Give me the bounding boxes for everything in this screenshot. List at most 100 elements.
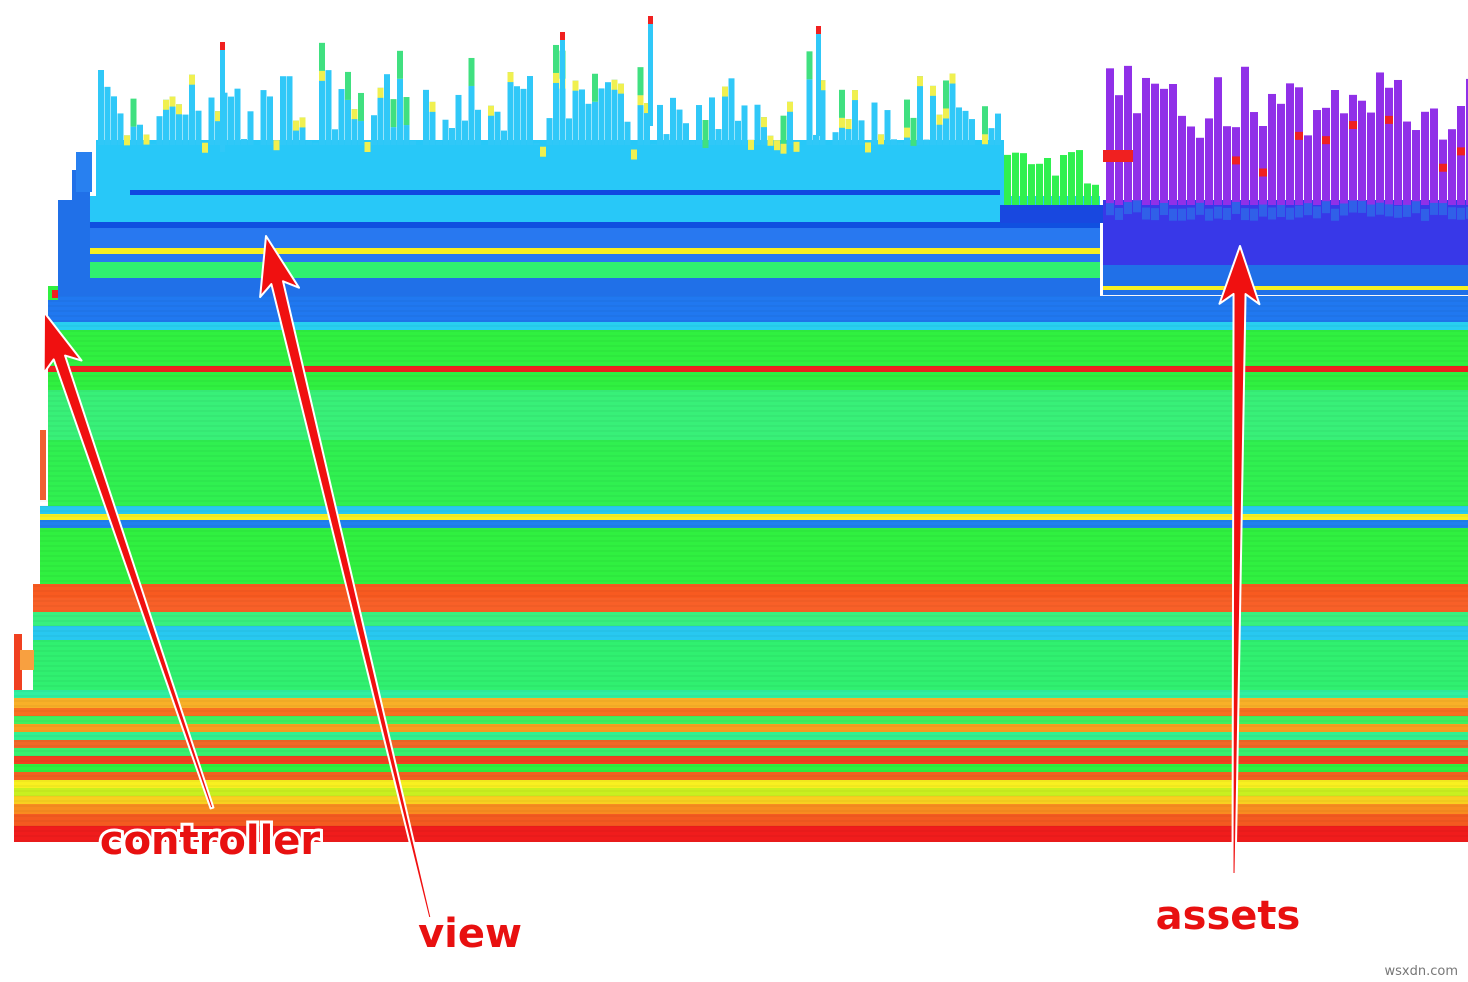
frame (1385, 87, 1393, 205)
frame (130, 98, 137, 127)
frame (319, 70, 325, 145)
frame (553, 72, 559, 83)
frame (949, 73, 956, 145)
frame (14, 804, 1468, 814)
frame (553, 44, 559, 73)
frame (969, 119, 975, 145)
frame (429, 101, 436, 145)
frame (364, 142, 371, 153)
frame (956, 107, 962, 145)
frame (90, 278, 1100, 296)
frame (1403, 204, 1411, 217)
frame (1250, 112, 1258, 205)
frame (618, 83, 624, 145)
frame (839, 117, 845, 128)
frame (533, 143, 540, 145)
frame (14, 716, 1468, 724)
frame (1187, 126, 1195, 205)
arrow (1218, 245, 1261, 876)
frame (1394, 205, 1402, 218)
frame (33, 598, 1468, 612)
frame (384, 74, 390, 145)
frame (897, 142, 904, 145)
frame (299, 117, 306, 145)
frame (780, 115, 787, 144)
frame (943, 108, 949, 119)
frame (48, 366, 1468, 372)
frame (104, 86, 111, 145)
frame (917, 76, 923, 145)
frame (1160, 202, 1168, 215)
frame (748, 139, 754, 150)
frame (1376, 72, 1384, 205)
frame (228, 96, 234, 145)
frame (312, 142, 319, 145)
frame (598, 88, 605, 145)
frame (1358, 100, 1366, 205)
frame (397, 78, 403, 145)
frame (1241, 208, 1249, 221)
frame (1205, 118, 1213, 205)
frame (14, 796, 1468, 804)
frame (1044, 158, 1051, 205)
frame (293, 120, 299, 145)
frame (48, 372, 1468, 390)
frame (1322, 107, 1330, 205)
frame (1124, 65, 1132, 205)
frame (728, 78, 735, 145)
frame (234, 88, 241, 145)
frame (819, 80, 826, 145)
frame (930, 85, 936, 96)
frame (1187, 207, 1195, 220)
frame (241, 139, 247, 145)
frame (637, 95, 644, 145)
frame (1259, 204, 1267, 217)
frame (280, 76, 286, 145)
frame (319, 42, 325, 71)
frame (1196, 137, 1204, 205)
frame (1430, 108, 1438, 205)
frame (1084, 183, 1091, 205)
frame (267, 96, 273, 145)
frame (1448, 207, 1456, 220)
frame (14, 748, 1468, 756)
frame (208, 97, 215, 145)
frame (650, 143, 657, 145)
frame (611, 79, 618, 90)
frame (1214, 77, 1222, 205)
frame (1412, 130, 1420, 205)
frame (14, 698, 1468, 708)
frame (839, 89, 845, 118)
frame (852, 90, 858, 145)
frame (14, 780, 1468, 788)
frame (709, 97, 715, 145)
frame (1004, 154, 1011, 205)
frame (540, 146, 546, 157)
frame (878, 134, 884, 145)
frame (377, 87, 384, 145)
frame (1103, 150, 1133, 162)
frame (40, 528, 1468, 584)
frame (72, 170, 90, 296)
frame (858, 120, 865, 145)
frame (644, 103, 650, 114)
frame (1178, 208, 1186, 221)
arrow (259, 235, 433, 920)
frame (1367, 112, 1375, 205)
frame (1223, 207, 1231, 220)
frame (14, 708, 1468, 716)
frame (1000, 205, 1104, 223)
frame (1214, 206, 1222, 219)
frame (48, 322, 1468, 330)
frame (501, 130, 507, 145)
frame (1268, 207, 1276, 220)
frame (1196, 202, 1204, 215)
frame (1295, 87, 1303, 205)
frame (345, 99, 351, 145)
frame (1286, 207, 1294, 220)
frame (780, 143, 787, 154)
flame-graph (14, 16, 1468, 842)
frame (1340, 113, 1348, 205)
frame (1331, 90, 1339, 205)
